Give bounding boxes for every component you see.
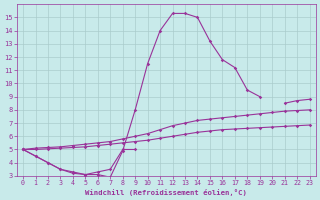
X-axis label: Windchill (Refroidissement éolien,°C): Windchill (Refroidissement éolien,°C): [85, 189, 247, 196]
